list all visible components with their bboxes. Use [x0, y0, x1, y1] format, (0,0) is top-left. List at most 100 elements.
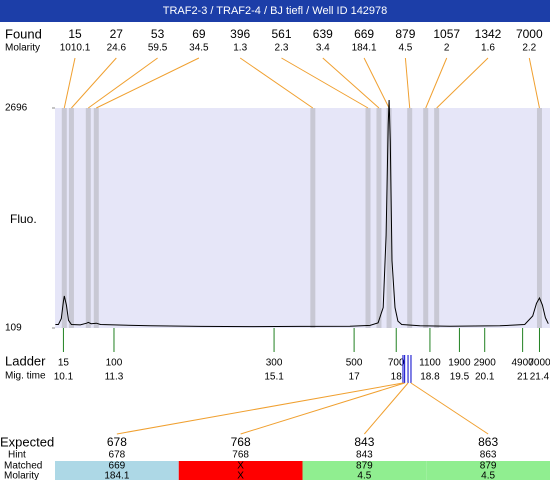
expected-link: [116, 382, 404, 435]
found-molarity: 184.1: [352, 43, 377, 54]
found-molarity: 1010.1: [60, 43, 91, 54]
hint-value: 678: [109, 450, 126, 461]
found-size: 1342: [475, 27, 502, 41]
ladder-size: 700: [388, 358, 405, 369]
peak-link: [71, 57, 117, 109]
peak-link: [363, 57, 390, 109]
peak-band: [376, 108, 382, 328]
molarity-row-label: Molarity: [4, 471, 39, 480]
y-label: Fluo.: [10, 212, 37, 226]
matched-molarity: X: [237, 471, 244, 480]
found-size: 69: [192, 27, 206, 41]
peak-band: [310, 108, 316, 328]
hint-value: 843: [356, 450, 373, 461]
matched-cell: [302, 461, 427, 480]
ladder-size: 100: [106, 358, 123, 369]
expected-size: 863: [478, 435, 498, 449]
expected-link: [363, 382, 409, 435]
found-size: 639: [313, 27, 333, 41]
matched-value: 879: [480, 461, 497, 472]
peak-link: [281, 57, 369, 109]
peak-link: [96, 57, 200, 109]
peak-band: [423, 108, 429, 328]
found-molarity: 59.5: [148, 43, 168, 54]
found-size: 7000: [516, 27, 543, 41]
found-molarity: 1.6: [481, 43, 495, 54]
matched-molarity: 4.5: [357, 471, 371, 480]
found-size: 879: [395, 27, 415, 41]
expected-size: 843: [354, 435, 374, 449]
expected-size: 678: [107, 435, 127, 449]
ladder-time: 17: [349, 372, 361, 383]
expected-link: [410, 382, 489, 435]
matched-cell: [178, 461, 303, 480]
ladder-size: 300: [266, 358, 283, 369]
found-size: 669: [354, 27, 374, 41]
ladder-size: 1900: [448, 358, 471, 369]
peak-link: [322, 57, 380, 109]
matched-label: Matched: [4, 461, 42, 472]
ladder-label: Ladder: [5, 353, 46, 368]
peak-link: [239, 57, 314, 109]
matched-value: 669: [109, 461, 126, 472]
trace: [55, 99, 549, 328]
found-molarity: 2: [444, 43, 450, 54]
found-size: 561: [271, 27, 291, 41]
ladder-time: 19.5: [450, 372, 470, 383]
ladder-time: 15.1: [264, 372, 284, 383]
ladder-size: 500: [346, 358, 363, 369]
title-bar: [0, 0, 550, 22]
found-molarity: 2.2: [522, 43, 536, 54]
ladder-time: 10.1: [54, 372, 74, 383]
peak-band: [85, 108, 91, 328]
matched-molarity: 4.5: [481, 471, 495, 480]
found-molarity: 1.3: [233, 43, 247, 54]
matched-molarity: 184.1: [104, 471, 129, 480]
hint-value: 768: [232, 450, 249, 461]
matched-value: X: [237, 461, 244, 472]
ladder-time: 21: [517, 372, 529, 383]
title: TRAF2-3 / TRAF2-4 / BJ tiefl / Well ID 1…: [163, 5, 388, 17]
y-tick-label: 109: [5, 323, 22, 334]
ladder-time: 11.3: [105, 372, 124, 383]
found-label: Found: [5, 26, 42, 41]
hint-value: 863: [480, 450, 497, 461]
found-molarity: 2.3: [275, 43, 289, 54]
matched-cell: [55, 461, 179, 480]
peak-band: [434, 108, 440, 328]
ladder-time: 18: [391, 372, 403, 383]
ladder-size: 2900: [474, 358, 497, 369]
peak-link: [436, 57, 489, 109]
y-tick-label: 2696: [5, 103, 28, 114]
ladder-size: 15: [58, 358, 70, 369]
ladder-size: 4900: [511, 358, 534, 369]
ladder-size: 7000: [528, 358, 550, 369]
peak-link: [63, 57, 76, 109]
peak-band: [407, 108, 413, 328]
peak-band: [93, 108, 99, 328]
peak-link: [87, 57, 158, 109]
peak-link: [528, 57, 540, 109]
found-size: 53: [151, 27, 165, 41]
ladder-size: 1100: [419, 358, 441, 369]
found-size: 396: [230, 27, 250, 41]
molarity-label: Molarity: [5, 43, 40, 54]
found-size: 27: [110, 27, 124, 41]
ladder-time: 18.8: [420, 372, 440, 383]
found-molarity: 4.5: [398, 43, 412, 54]
hint-label: Hint: [8, 450, 26, 461]
plot-area: [55, 108, 550, 328]
expected-size: 768: [231, 435, 251, 449]
peak-band: [536, 108, 542, 328]
expected-link: [240, 382, 405, 435]
matched-value: 879: [356, 461, 373, 472]
peak-band: [386, 108, 392, 328]
peak-link: [404, 57, 411, 109]
ladder-time: 21.4: [530, 372, 550, 383]
ladder-time: 20.1: [475, 372, 495, 383]
found-molarity: 34.5: [189, 43, 209, 54]
found-molarity: 3.4: [316, 43, 330, 54]
matched-cell: [426, 461, 550, 480]
mig-time-label: Mig. time: [5, 371, 46, 382]
